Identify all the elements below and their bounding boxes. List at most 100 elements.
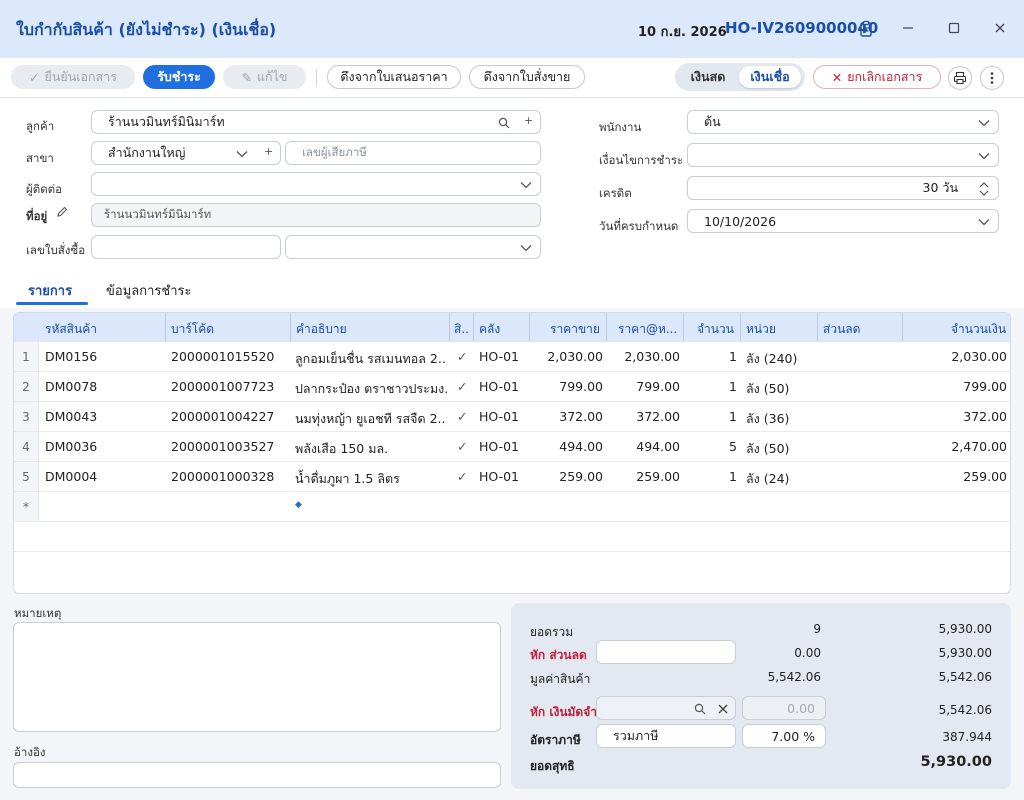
header-description[interactable]: คำอธิบาย — [296, 322, 347, 336]
search-icon[interactable] — [694, 703, 706, 715]
cell-code: DM0004 — [45, 469, 98, 484]
credit-option[interactable]: เงินเชื่อ — [739, 66, 801, 88]
cell-unit-price: 494.00 — [636, 439, 680, 454]
maximize-icon[interactable] — [944, 18, 964, 38]
toolbar-divider — [316, 69, 317, 87]
header-amount[interactable]: จำนวนเงิน — [951, 322, 1007, 336]
credit-days-stepper[interactable]: 30 วัน — [687, 176, 999, 200]
tab-payment-info[interactable]: ข้อมูลการชำระ — [106, 284, 192, 299]
discount-value: 0.00 — [794, 646, 821, 660]
po-number-field[interactable] — [91, 235, 281, 259]
deposit-label: หัก เงินมัดจำ — [530, 705, 597, 719]
pull-from-sales-order-button[interactable]: ดึงจากใบสั่งขาย — [469, 65, 585, 89]
chevron-down-icon — [236, 151, 248, 158]
deposit-select[interactable] — [596, 696, 736, 720]
tax-mode-select[interactable]: รวมภาษี — [596, 724, 736, 748]
cell-unit: ลัง (240) — [746, 351, 798, 366]
table-row[interactable]: 5 DM0004 2000001000328 น้ำดื่มภูผา 1.5 ล… — [14, 461, 1010, 491]
tab-bar: รายการ ข้อมูลการชำระ — [0, 268, 1024, 308]
header-product-code[interactable]: รหัสสินค้า — [45, 322, 97, 336]
header-unit-price[interactable]: ราคา@ห... — [618, 322, 678, 336]
customer-field[interactable]: ร้านนวมินทร์มินิมาร์ท + — [91, 110, 541, 134]
pencil-icon: ✎ — [241, 69, 252, 85]
address-field[interactable]: ร้านนวมินทร์มินิมาร์ท — [91, 203, 541, 227]
new-row[interactable]: * ◆ — [14, 491, 1010, 521]
cell-vat-check: ✓ — [457, 469, 468, 484]
cell-unit-price: 2,030.00 — [624, 349, 680, 364]
goods-value-mid: 5,542.06 — [767, 670, 821, 684]
close-icon[interactable] — [990, 18, 1010, 38]
cell-unit-price: 799.00 — [636, 379, 680, 394]
table-row[interactable]: 1 DM0156 2000001015520 ลูกอมเย็นชื่น รสเ… — [14, 341, 1010, 371]
customer-label: ลูกค้า — [26, 119, 55, 133]
cell-vat-check: ✓ — [457, 349, 468, 364]
payment-terms-label: เงื่อนไขการชำระ — [599, 153, 684, 167]
pencil-icon[interactable] — [56, 206, 68, 218]
cash-option[interactable]: เงินสด — [690, 69, 726, 84]
add-icon[interactable]: + — [264, 145, 274, 158]
cell-warehouse: HO-01 — [479, 379, 520, 394]
cell-vat-check: ✓ — [457, 409, 468, 424]
cell-quantity: 1 — [729, 469, 737, 484]
clipboard-icon[interactable] — [858, 20, 874, 38]
header-form: ลูกค้า ร้านนวมินทร์มินิมาร์ท + สาขา สำนั… — [0, 98, 1024, 268]
po-type-select[interactable] — [285, 235, 541, 259]
summary-panel: ยอดรวม 9 5,930.00 หัก ส่วนลด 0.00 5,930.… — [511, 603, 1011, 789]
contact-select[interactable] — [91, 172, 541, 196]
more-options-icon[interactable] — [980, 66, 1004, 90]
header-quantity[interactable]: จำนวน — [697, 322, 734, 336]
cell-amount: 259.00 — [963, 469, 1007, 484]
discount-input[interactable] — [596, 640, 736, 664]
cell-unit: ลัง (24) — [746, 471, 790, 486]
active-tab-indicator — [16, 302, 88, 305]
tax-amount: 387.944 — [942, 730, 992, 744]
minimize-icon[interactable] — [898, 18, 918, 38]
tax-rate-field[interactable]: 7.00 % — [742, 724, 826, 748]
employee-select[interactable]: ต้น — [687, 110, 999, 134]
title-bar: ใบกำกับสินค้า (ยังไม่ชำระ) (เงินเชื่อ) 1… — [0, 0, 1024, 58]
search-icon[interactable] — [498, 117, 510, 129]
tax-id-field[interactable]: เลขผู้เสียภาษี — [285, 141, 541, 165]
edit-button[interactable]: ✎ แก้ไข — [223, 65, 306, 89]
cell-warehouse: HO-01 — [479, 409, 520, 424]
chevron-down-icon — [978, 219, 990, 226]
cell-unit: ลัง (36) — [746, 411, 790, 426]
address-label: ที่อยู่ — [26, 209, 48, 223]
header-warehouse[interactable]: คลัง — [479, 322, 501, 336]
branch-select[interactable]: สำนักงานใหญ่ + — [91, 141, 281, 165]
add-icon[interactable]: + — [524, 114, 534, 127]
cell-code: DM0078 — [45, 379, 98, 394]
print-icon[interactable] — [948, 66, 972, 90]
table-row[interactable]: 2 DM0078 2000001007723 ปลากระป๋อง ตราชาว… — [14, 371, 1010, 401]
due-date-picker[interactable]: 10/10/2026 — [687, 209, 999, 233]
reference-field[interactable] — [13, 762, 501, 788]
cell-vat-check: ✓ — [457, 379, 468, 394]
contact-label: ผู้ติดต่อ — [26, 182, 63, 196]
cell-barcode: 2000001015520 — [171, 349, 275, 364]
receive-payment-button[interactable]: รับชำระ — [143, 65, 215, 89]
pull-from-quotation-button[interactable]: ดึงจากใบเสนอราคา — [327, 65, 461, 89]
header-unit[interactable]: หน่วย — [746, 322, 776, 336]
chevron-down-icon — [978, 153, 990, 160]
remark-textarea[interactable] — [13, 622, 501, 732]
header-price[interactable]: ราคาขาย — [550, 322, 600, 336]
window-title: ใบกำกับสินค้า (ยังไม่ชำระ) (เงินเชื่อ) — [16, 20, 277, 39]
cancel-document-button[interactable]: ✕ ยกเลิกเอกสาร — [813, 65, 941, 89]
stepper-arrows-icon[interactable] — [978, 180, 990, 198]
cell-unit: ลัง (50) — [746, 381, 790, 396]
cell-description: พลังเสือ 150 มล. — [295, 441, 389, 456]
cell-vat-check: ✓ — [457, 439, 468, 454]
table-row[interactable]: 3 DM0043 2000001004227 นมทุ่งหญ้า ยูเอชท… — [14, 401, 1010, 431]
header-barcode[interactable]: บาร์โค้ด — [171, 322, 215, 336]
tab-items[interactable]: รายการ — [28, 284, 73, 299]
net-total-amount: 5,930.00 — [920, 754, 992, 770]
cell-description: ลูกอมเย็นชื่น รสเมนทอล 2... — [295, 351, 447, 366]
payment-terms-select[interactable] — [687, 143, 999, 167]
confirm-document-button[interactable]: ✓ ยืนยันเอกสาร — [11, 65, 135, 89]
clear-icon[interactable] — [718, 704, 728, 714]
header-discount[interactable]: ส่วนลด — [823, 322, 861, 336]
cell-quantity: 1 — [729, 379, 737, 394]
cell-description: นมทุ่งหญ้า ยูเอชที รสจืด 2... — [295, 411, 447, 426]
table-row[interactable]: 4 DM0036 2000001003527 พลังเสือ 150 มล. … — [14, 431, 1010, 461]
header-vat[interactable]: สิ.. — [454, 322, 469, 336]
